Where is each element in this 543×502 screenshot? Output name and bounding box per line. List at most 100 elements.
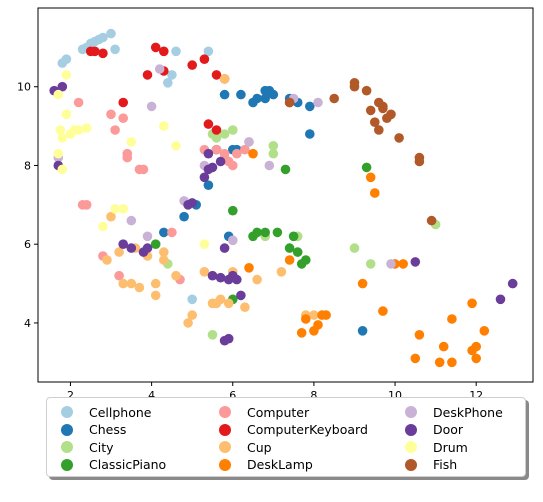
point-cup-0 [114,247,124,257]
point-drum-4 [61,109,72,120]
legend-item-city: City [53,438,114,456]
point-cellphone-5 [106,28,116,39]
point-chess-11 [305,129,315,139]
point-desklamp-12 [398,259,409,269]
point-classicpiano-10 [361,162,372,173]
point-cellphone-10 [187,294,197,305]
legend-item-computerkeyboard: ComputerKeyboard [211,421,368,439]
point-door-13 [219,243,230,253]
y-tick-label-4: 4 [24,317,31,330]
point-desklamp-18 [447,314,457,324]
point-computerkeyboard-13 [211,125,222,135]
point-computer-15 [211,144,222,155]
point-desklamp-14 [414,330,425,340]
point-cellphone-9 [167,70,177,80]
point-computerkeyboard-10 [211,70,222,80]
point-classicpiano-4 [272,227,283,238]
point-computerkeyboard-1 [90,46,100,57]
point-door-12 [215,156,226,167]
point-desklamp-24 [248,148,258,159]
point-cup-12 [187,310,197,320]
point-classicpiano-13 [252,227,262,238]
point-desklamp-1 [284,255,295,265]
points-layer [49,28,518,368]
point-drum-13 [159,121,169,131]
legend-label: ComputerKeyboard [247,422,368,437]
legend-marker-cup [219,441,231,453]
legend-marker-cellphone [61,406,73,418]
legend-marker-fish [405,458,417,471]
legend-marker-door [405,423,417,436]
point-computer-11 [167,227,177,238]
point-cellphone-14 [90,36,100,47]
point-door-11 [207,162,218,173]
point-fish-16 [378,103,388,114]
point-deskphone-12 [386,259,396,269]
point-city-1 [207,330,218,340]
point-drum-2 [57,133,68,143]
x-tick-label-6: 6 [229,389,236,402]
legend-item-computer: Computer [211,403,309,421]
point-chess-12 [305,101,315,112]
point-city-3 [219,129,230,139]
point-fish-11 [386,109,396,120]
point-cup-7 [150,290,161,301]
point-classicpiano-3 [260,227,271,238]
point-desklamp-4 [313,320,323,330]
legend-label: DeskPhone [433,404,503,420]
point-computer-5 [110,125,120,135]
point-drum-5 [61,70,72,80]
point-computerkeyboard-5 [150,42,161,53]
legend-item-classicpiano: ClassicPiano [53,456,166,474]
point-drum-10 [110,204,120,214]
point-door-23 [410,257,421,267]
point-computerkeyboard-12 [203,119,214,129]
point-computer-21 [223,156,234,167]
legend: Cellphone Chess City ClassicPiano Computer Co… [46,397,526,477]
point-drum-14 [171,141,181,151]
point-computer-18 [240,144,250,155]
point-drum-3 [57,164,68,175]
point-chess-20 [260,85,271,96]
point-door-3 [118,239,128,249]
point-door-6 [142,243,153,253]
point-drum-9 [98,221,108,232]
point-door-20 [207,270,218,281]
point-chess-3 [236,89,246,100]
point-deskphone-8 [244,137,254,147]
point-fish-0 [284,97,295,108]
point-chess-15 [179,211,189,222]
point-desklamp-16 [438,341,449,352]
x-tick-label-2: 2 [67,389,74,402]
point-door-4 [126,243,137,253]
point-drum-12 [126,137,137,147]
point-computer-19 [232,148,242,159]
legend-item-cellphone: Cellphone [53,403,151,421]
legend-label: Computer [247,404,310,420]
point-fish-14 [414,156,425,167]
point-computer-4 [106,109,116,120]
point-cup-6 [150,278,161,289]
point-desklamp-23 [296,328,307,338]
x-tick-label-4: 4 [148,389,155,402]
point-cup-1 [118,278,128,289]
point-desklamp-0 [244,263,254,273]
point-cup-4 [134,282,145,293]
legend-label: Chess [89,422,127,437]
point-computerkeyboard-3 [118,97,128,108]
legend-marker-chess [61,423,73,436]
point-computer-16 [219,148,230,159]
point-desklamp-25 [467,345,477,356]
point-cup-10 [171,270,181,281]
point-desklamp-6 [321,310,331,320]
point-city-6 [268,148,279,159]
point-chess-13 [203,180,214,190]
point-city-13 [228,125,238,135]
legend-label: Fish [433,457,458,472]
point-cup-18 [240,302,250,313]
point-door-9 [199,172,210,183]
point-cup-19 [252,274,262,285]
point-chess-6 [260,93,271,104]
point-drum-16 [53,148,64,159]
y-tick-label-6: 6 [24,238,31,251]
